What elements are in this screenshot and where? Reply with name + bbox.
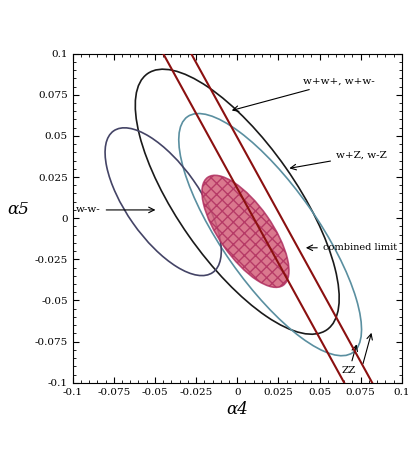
Text: w-w-: w-w- bbox=[76, 206, 154, 214]
Text: w+w+, w+w-: w+w+, w+w- bbox=[233, 77, 375, 112]
Text: ZZ: ZZ bbox=[342, 345, 357, 375]
X-axis label: α4: α4 bbox=[226, 401, 248, 418]
Ellipse shape bbox=[202, 175, 289, 287]
Text: w+Z, w-Z: w+Z, w-Z bbox=[291, 151, 387, 170]
Y-axis label: α5: α5 bbox=[7, 201, 29, 218]
Text: combined limit: combined limit bbox=[307, 243, 397, 252]
